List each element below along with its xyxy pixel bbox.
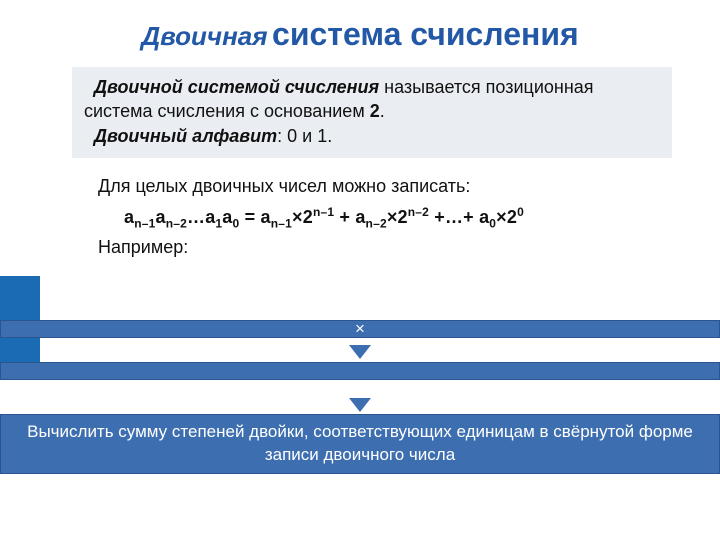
def-base: 2	[370, 101, 380, 121]
arrow-2-wrap	[0, 398, 720, 412]
def-alphabet-rest: : 0 и 1.	[277, 126, 332, 146]
formula: an–1an–2…a1a0 = an–1×2n–1 + an–2×2n–2 +……	[124, 203, 672, 234]
title-word1: Двоичная	[141, 21, 267, 51]
arrow-down-icon	[349, 345, 371, 359]
bar-row-3: Вычислить сумму степеней двойки, соответ…	[0, 414, 720, 474]
def-dot: .	[380, 101, 385, 121]
blue-bar-1: ×	[0, 320, 720, 338]
blue-bar-3: Вычислить сумму степеней двойки, соответ…	[0, 414, 720, 474]
arrow-1-wrap	[0, 345, 720, 359]
example-label: Например:	[98, 233, 672, 262]
bar1-text: ×	[355, 318, 365, 341]
blue-bar-2	[0, 362, 720, 380]
body-line1: Для целых двоичных чисел можно записать:	[98, 172, 672, 201]
body-text: Для целых двоичных чисел можно записать:…	[98, 172, 672, 262]
bar-row-1: ×	[0, 320, 720, 338]
definition-line1: Двоичной системой счисления называется п…	[84, 75, 662, 124]
definition-box: Двоичной системой счисления называется п…	[72, 67, 672, 158]
bar3-text: Вычислить сумму степеней двойки, соответ…	[9, 421, 711, 467]
title-word2: система счисления	[272, 16, 579, 52]
definition-line2: Двоичный алфавит: 0 и 1.	[84, 124, 662, 148]
bar-row-2	[0, 362, 720, 380]
arrow-down-icon	[349, 398, 371, 412]
slide-title: Двоичная система счисления	[0, 0, 720, 53]
def-alphabet-label: Двоичный алфавит	[94, 126, 277, 146]
def-term: Двоичной системой счисления	[94, 77, 379, 97]
